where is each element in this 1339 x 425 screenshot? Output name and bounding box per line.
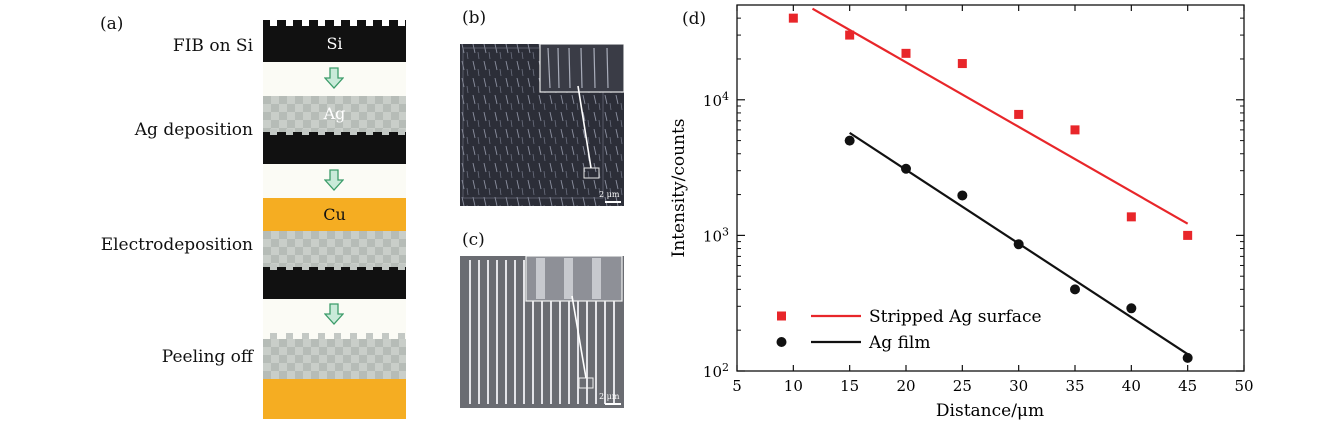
x-tick-label: 15 xyxy=(840,377,859,395)
cu-layer-2 xyxy=(263,379,406,419)
legend-marker-circle xyxy=(776,337,787,347)
ag-layer-label: Ag xyxy=(323,104,346,123)
step-label-fib: FIB on Si xyxy=(172,36,253,56)
ag-layer-2 xyxy=(263,231,406,267)
arrow-down-icon xyxy=(324,67,344,89)
data-point-square xyxy=(957,59,967,69)
panel-c-label: (c) xyxy=(462,230,485,250)
si-layer-label: Si xyxy=(326,34,343,53)
x-tick-label: 45 xyxy=(1178,377,1197,395)
legend-marker-square xyxy=(777,311,786,321)
intensity-distance-chart: 5 10 15 20 25 30 35 40 45 50 102 103 104 Stripped A… xyxy=(669,4,1254,421)
x-tick-label: 5 xyxy=(732,377,742,395)
data-point-square xyxy=(1070,125,1080,135)
step-label-ag-deposition: Ag deposition xyxy=(134,120,253,140)
scale-bar-b: 2 μm xyxy=(599,190,620,199)
si-layer-1: Si xyxy=(263,20,406,62)
data-point-square xyxy=(845,30,855,40)
y-tick-label: 102 xyxy=(703,361,729,381)
y-tick-label: 104 xyxy=(703,90,729,110)
x-tick-label: 30 xyxy=(1009,377,1028,395)
sem-b-texture xyxy=(460,44,624,206)
legend-label: Stripped Ag surface xyxy=(869,307,1042,327)
step-label-peeling: Peeling off xyxy=(161,347,253,367)
data-point-circle xyxy=(1013,239,1024,250)
si-teeth-3 xyxy=(270,264,405,270)
data-point-square xyxy=(1126,212,1136,222)
cu-layer-1: Cu xyxy=(263,198,406,231)
si-notches-1 xyxy=(270,20,405,26)
data-point-circle xyxy=(1126,303,1137,314)
data-point-circle xyxy=(901,163,911,174)
ag-layer-1 xyxy=(263,96,406,132)
si-layer-2 xyxy=(263,132,406,164)
legend-label: Ag film xyxy=(868,333,930,353)
data-point-square xyxy=(901,48,911,58)
data-point-square xyxy=(1014,109,1024,119)
sem-c-texture xyxy=(465,256,623,405)
x-tick-label: 10 xyxy=(784,377,803,395)
x-tick-label: 35 xyxy=(1065,377,1084,395)
ag-layer-3 xyxy=(263,339,406,379)
fit-line-0 xyxy=(811,7,1189,225)
data-point-circle xyxy=(957,190,968,201)
sem-image-b: 2 μm xyxy=(460,44,624,206)
x-tick-label: 20 xyxy=(896,377,915,395)
x-tick-label: 50 xyxy=(1234,377,1253,395)
x-axis-label: Distance/μm xyxy=(936,401,1044,421)
data-point-square xyxy=(1183,230,1193,240)
arrow-down-icon xyxy=(324,303,344,325)
step-label-electrodeposition: Electrodeposition xyxy=(100,235,253,255)
data-point-circle xyxy=(844,135,855,146)
scale-bar-c: 2 μm xyxy=(599,392,620,401)
si-teeth-2 xyxy=(270,129,405,135)
data-point-circle xyxy=(1182,352,1193,363)
panel-b-label: (b) xyxy=(462,8,487,28)
ag-teeth-4 xyxy=(270,333,405,339)
panel-d-label: (d) xyxy=(682,9,707,29)
y-tick-label: 103 xyxy=(703,225,729,245)
plot-frame xyxy=(736,4,1245,372)
sem-image-c: 2 μm xyxy=(460,256,624,408)
x-tick-label: 40 xyxy=(1122,377,1141,395)
y-axis-label: Intensity/counts xyxy=(669,118,689,257)
si-layer-3 xyxy=(263,267,406,299)
x-tick-label: 25 xyxy=(953,377,972,395)
panel-a-label: (a) xyxy=(100,14,124,34)
cu-layer-label: Cu xyxy=(323,205,346,224)
data-point-circle xyxy=(1070,284,1080,295)
arrow-down-icon xyxy=(324,169,344,191)
data-point-square xyxy=(788,13,798,23)
